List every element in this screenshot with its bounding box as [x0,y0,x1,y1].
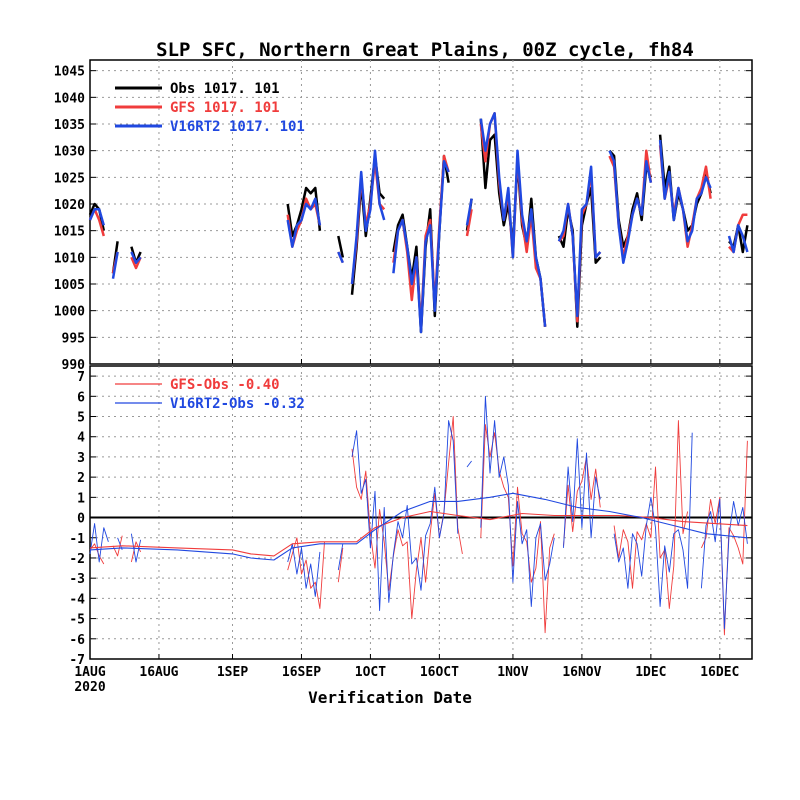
top-ytick-label: 1045 [54,65,85,80]
top-ytick-label: 1035 [54,118,85,133]
bottom-ytick-label: -3 [69,572,85,587]
top-panel: 990 995 1000 1005 1010 1015 1020 1025 1030 1035 10… [54,59,753,373]
top-ytick-label: 1005 [54,278,85,293]
bottom-ytick-label: 7 [77,370,85,385]
top-legend-label: V16RT2 1017. 101 [170,119,305,135]
top-series-v16rt2 [88,112,749,334]
x-tick-label: 16DEC [700,665,739,680]
bottom-ytick-label: 5 [77,411,85,426]
bottom-ytick-label: 2 [77,471,85,486]
top-ytick-label: 1000 [54,305,85,320]
x-tick-sublabel: 2020 [74,680,105,695]
bottom-series-gfs-obs [89,416,748,636]
x-tick-label: 1NOV [497,665,528,680]
bottom-series-v16rt2-obs [89,395,748,630]
bottom-ytick-label: 4 [77,431,85,446]
top-ytick-label: 1030 [54,145,85,160]
bottom-ytick-label: 0 [77,512,85,527]
x-axis-label: Verification Date [308,688,472,707]
x-tick-label: 1SEP [217,665,248,680]
bottom-ytick-label: 6 [77,390,85,405]
bottom-ytick-label: -2 [69,552,85,567]
x-tick-label: 16OCT [420,665,459,680]
bottom-ytick-label: -1 [69,532,85,547]
bottom-ytick-label: 1 [77,491,85,506]
top-ytick-label: 1040 [54,91,85,106]
bottom-legend-label: GFS-Obs -0.40 [170,377,280,393]
x-tick-label: 16SEP [282,665,321,680]
bottom-ytick-label: -5 [69,613,85,628]
top-legend-label: GFS 1017. 101 [170,100,280,116]
bottom-ytick-label: -6 [69,633,85,648]
top-ytick-label: 1020 [54,198,85,213]
x-tick-label: 1AUG [74,665,105,680]
bottom-frame [89,365,753,660]
bottom-legend-label: V16RT2-Obs -0.32 [170,396,305,412]
bottom-ytick-label: -7 [69,653,85,668]
top-ytick-label: 995 [62,331,85,346]
x-tick-label: 16NOV [562,665,601,680]
bottom-panel: -7 -6 -5 -4 -3 -2 -1 0 1 2 3 4 5 6 7 GFS-Obs -0.40 V16RT… [69,365,753,668]
x-tick-label: 1OCT [355,665,386,680]
bottom-ytick-label: -4 [69,592,85,607]
x-tick-label: 16AUG [139,665,178,680]
top-ytick-label: 1015 [54,225,85,240]
bottom-series-v16rt2-obs-running-mean [89,492,748,561]
top-ytick-label: 1025 [54,171,85,186]
top-legend-label: Obs 1017. 101 [170,81,280,97]
chart-title: SLP SFC, Northern Great Plains, 00Z cycl… [156,39,694,61]
x-tick-label: 1DEC [635,665,666,680]
top-ytick-label: 990 [62,358,86,373]
top-ytick-label: 1010 [54,251,85,266]
bottom-ytick-label: 3 [77,451,85,466]
